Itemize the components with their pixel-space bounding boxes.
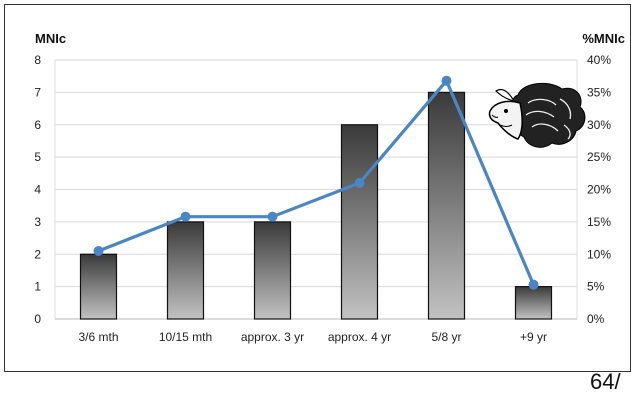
line-point [267,211,278,222]
category-label: +9 yr [520,330,547,344]
right-tick-label: 30% [587,118,611,132]
chart-frame: 0 1 2 3 4 5 6 7 8 0% 5% 10% 15% 20% 25% 30% 35% 40% 3/6 … [4,4,631,372]
right-tick-label: 15% [587,215,611,229]
page-number: 64/ [590,369,621,394]
gridlines [55,59,577,288]
left-tick-label: 1 [34,280,41,294]
bar [79,253,118,320]
bar [514,286,553,320]
sheep-head-icon [488,82,586,148]
right-axis-ticks: 0% 5% 10% 15% 20% 25% 30% 35% 40% [587,53,611,326]
left-tick-label: 2 [34,247,41,261]
left-tick-label: 8 [34,53,41,67]
category-label: 5/8 yr [431,330,461,344]
right-tick-label: 0% [587,312,605,326]
mnic-age-chart: 0 1 2 3 4 5 6 7 8 0% 5% 10% 15% 20% 25% 30% 35% 40% 3/6 … [34,31,625,344]
left-tick-label: 3 [34,215,41,229]
category-labels: 3/6 mth 10/15 mth approx. 3 yr approx. 4 yr… [78,330,547,344]
line-point [528,279,539,290]
left-tick-label: 4 [34,183,41,197]
series-line [97,79,535,286]
bar [340,124,379,320]
left-tick-label: 7 [34,85,41,99]
line-series [93,75,539,290]
right-tick-label: 10% [587,247,611,261]
right-tick-label: 35% [587,85,611,99]
right-tick-label: 40% [587,53,611,67]
category-label: 3/6 mth [78,330,118,344]
right-tick-label: 20% [587,183,611,197]
left-tick-label: 5 [34,150,41,164]
left-axis-title: MNIc [35,31,66,46]
left-tick-label: 6 [34,118,41,132]
category-label: approx. 3 yr [241,330,304,344]
category-label: 10/15 mth [159,330,212,344]
bar-series [79,91,553,320]
line-point [441,75,452,86]
line-point [354,178,365,189]
line-point [180,211,191,222]
right-axis-title: %MNIc [582,31,625,46]
line-point [93,246,104,257]
bar [427,91,466,320]
right-tick-label: 5% [587,280,605,294]
right-tick-label: 25% [587,150,611,164]
bar [166,221,205,320]
bar [253,221,292,320]
left-tick-label: 0 [34,312,41,326]
left-axis-ticks: 0 1 2 3 4 5 6 7 8 [34,53,41,326]
category-label: approx. 4 yr [328,330,391,344]
